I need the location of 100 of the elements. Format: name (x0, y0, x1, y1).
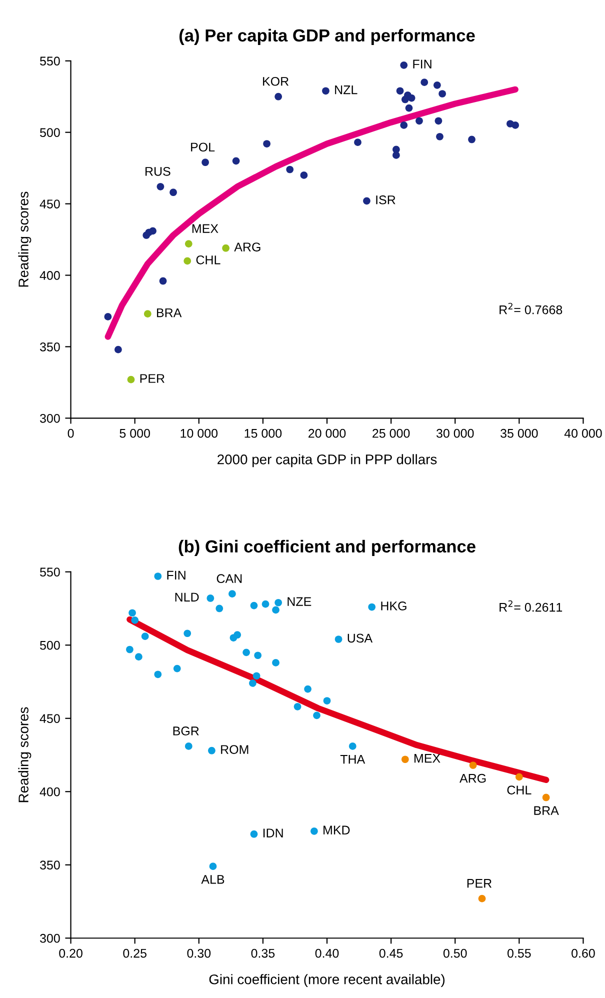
point (322, 87, 330, 95)
annotation: ROM (221, 745, 248, 754)
x-tick-label: 0.55 (507, 948, 531, 958)
point (159, 277, 167, 285)
x-tick-label: 25 000 (372, 428, 410, 438)
annotation: BRA (534, 806, 559, 815)
point (408, 94, 416, 102)
point (274, 598, 282, 606)
point (354, 138, 362, 146)
x-tick-label: 0.35 (251, 948, 275, 958)
point (469, 762, 477, 769)
point (368, 603, 376, 611)
point (202, 158, 209, 166)
point (216, 604, 224, 612)
chart-title: (b) Gini coefficient and performance (178, 540, 476, 556)
point (242, 648, 250, 656)
point (263, 140, 270, 148)
point (141, 632, 149, 640)
annotation: IDN (263, 828, 283, 838)
x-tick-label: 0.20 (59, 948, 82, 958)
point (420, 78, 428, 86)
annotation: ISR (376, 195, 396, 204)
annotation: RUS (146, 166, 170, 176)
point (222, 244, 230, 252)
point (401, 96, 409, 104)
point (252, 672, 260, 680)
point (400, 61, 408, 69)
point (149, 227, 156, 235)
annotation: BGR (173, 726, 199, 736)
annotation: MEX (192, 224, 218, 233)
point (126, 646, 134, 654)
annotation: USA (348, 634, 373, 643)
y-tick-label: 450 (40, 714, 60, 724)
point (401, 756, 409, 764)
point (208, 746, 216, 754)
y-tick-label: 550 (40, 56, 60, 66)
point (294, 702, 302, 710)
x-tick-label: 0.40 (315, 948, 339, 958)
point (405, 104, 413, 112)
point (154, 670, 162, 678)
point (250, 830, 258, 838)
point (156, 182, 164, 190)
point (184, 742, 192, 750)
x-tick-label: 0.30 (187, 948, 211, 958)
point (144, 310, 152, 318)
point (515, 773, 523, 781)
point (363, 197, 370, 205)
annotation: PER (140, 374, 164, 383)
point (334, 636, 342, 643)
point (400, 122, 408, 129)
point (348, 742, 356, 750)
point (131, 616, 139, 624)
point (310, 827, 318, 835)
point (272, 659, 280, 666)
point (173, 664, 181, 672)
x-tick-label: 35 000 (500, 428, 538, 438)
point (127, 376, 135, 384)
annotation: FIN (167, 570, 186, 580)
point (114, 346, 122, 354)
point (416, 117, 423, 125)
annotation: HKG (381, 602, 406, 610)
point (128, 609, 136, 617)
y-tick-label: 300 (40, 414, 60, 423)
point (392, 152, 400, 159)
x-axis-title: Gini coefficient (more recent available) (209, 974, 445, 988)
annotation: NLD (175, 592, 199, 602)
point (304, 685, 312, 693)
point (234, 631, 241, 639)
point (262, 600, 270, 608)
y-axis-title: Reading scores (18, 192, 32, 287)
point (436, 132, 444, 140)
y-tick-label: 300 (40, 934, 60, 943)
point (396, 87, 404, 95)
x-tick-label: 0.60 (572, 948, 595, 958)
annotation: NZE (288, 597, 312, 606)
point (249, 680, 256, 687)
chart-title: (a) Per capita GDP and performance (179, 28, 475, 46)
point (170, 188, 177, 196)
annotation: THA (340, 754, 366, 764)
x-tick-label: 0.50 (443, 948, 467, 958)
point (323, 697, 331, 704)
point (206, 594, 214, 602)
y-tick-label: 350 (40, 342, 60, 352)
x-tick-label: 0.25 (123, 948, 146, 958)
point (313, 712, 320, 720)
y-axis-title: Reading scores (18, 707, 32, 802)
x-tick-label: 20 000 (308, 428, 346, 438)
annotation: MKD (324, 826, 350, 834)
point (272, 606, 280, 614)
annotation: CHL (196, 255, 220, 264)
annotation: POL (191, 142, 215, 152)
annotation: R$^{2}$= 0.7668 (500, 302, 562, 314)
point (438, 90, 446, 98)
point (104, 313, 112, 320)
y-tick-label: 550 (40, 568, 60, 577)
annotation: MEX (414, 754, 440, 763)
x-tick-label: 0.45 (379, 948, 403, 958)
annotation: KOR (263, 76, 289, 86)
x-tick-label: 10 000 (180, 428, 218, 438)
point (209, 862, 217, 870)
